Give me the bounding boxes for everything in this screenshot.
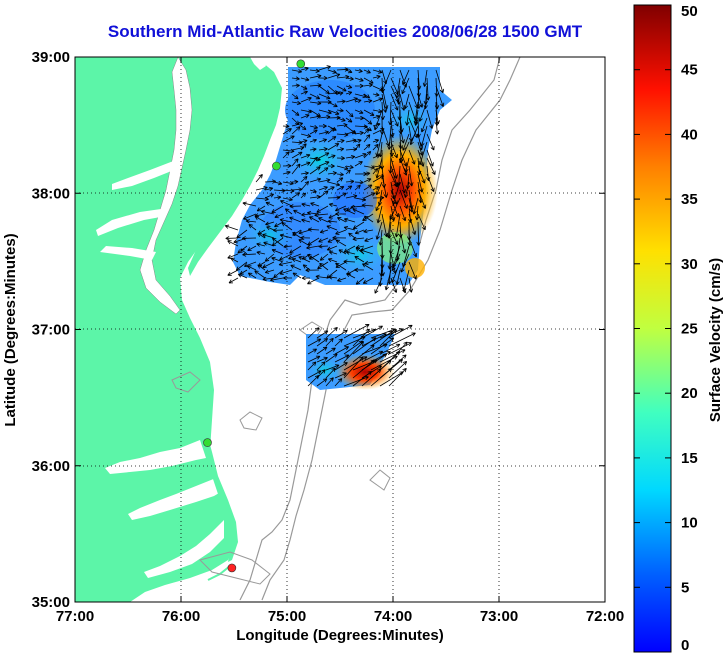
- station-south: [203, 438, 212, 447]
- x-axis-label: Longitude (Degrees:Minutes): [236, 627, 444, 644]
- y-tick-label: 39:00: [32, 49, 70, 66]
- x-tick-label: 76:00: [162, 608, 200, 625]
- station-hatteras: [227, 563, 237, 573]
- x-tick-label: 75:00: [268, 608, 306, 625]
- contour-shelf-1: [239, 57, 501, 601]
- y-axis-label: Latitude (Degrees:Minutes): [2, 233, 19, 426]
- y-tick-label: 35:00: [32, 594, 70, 611]
- map-title: Southern Mid-Atlantic Raw Velocities 200…: [107, 22, 583, 41]
- velocity-vectors: [224, 65, 445, 387]
- x-tick-label: 74:00: [374, 608, 412, 625]
- velocity-field-south: [306, 334, 395, 390]
- y-tick-label: 37:00: [32, 322, 70, 339]
- land-delmarva: [188, 62, 282, 276]
- x-tick-label: 77:00: [56, 608, 94, 625]
- y-axis-ticks: 39:00 38:00 37:00 36:00 35:00: [32, 49, 605, 611]
- station-mid: [272, 161, 281, 171]
- x-tick-label: 72:00: [586, 608, 624, 625]
- x-axis-ticks: 77:00 76:00 75:00 74:00 73:00 72:00: [56, 57, 624, 625]
- outer-banks: [202, 430, 238, 562]
- chesapeake-bay: [139, 57, 193, 315]
- station-north: [296, 59, 306, 69]
- y-tick-label: 36:00: [32, 458, 70, 475]
- stations-layer: [203, 59, 306, 573]
- x-tick-label: 73:00: [480, 608, 518, 625]
- grid-lines: [75, 57, 605, 602]
- contour-shelf-2: [261, 57, 521, 601]
- pamlico-sound: [105, 440, 206, 474]
- y-tick-label: 38:00: [32, 185, 70, 202]
